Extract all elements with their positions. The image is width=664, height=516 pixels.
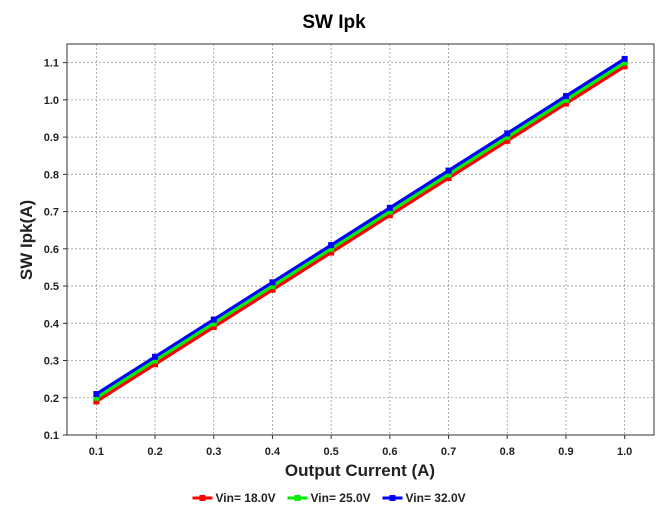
series-1-point [504,137,511,144]
y-tick-label: 0.2 [44,393,59,405]
series-3-point [621,55,628,62]
x-tick-label: 0.8 [500,446,515,458]
series-2-point [152,357,159,364]
series-2-point [504,134,511,141]
series-1-point [562,100,569,107]
x-tick-labels: 0.1 0.2 0.3 0.4 0.5 0.6 0.7 0.8 0.9 1.0 [89,446,633,458]
series-2-point [328,245,335,252]
series-line-2 [94,61,627,400]
legend-item-1: Vin= 18.0V [192,491,276,505]
x-tick-label: 0.2 [147,446,162,458]
y-tick-label: 0.5 [44,281,59,293]
series-layer [93,55,628,405]
y-tick-label: 0.8 [44,169,59,181]
series-1-point [210,324,217,331]
x-tick-label: 0.1 [89,446,104,458]
y-axis-label: SW Ipk(A) [17,200,36,280]
x-tick-label: 1.0 [617,446,632,458]
series-2-point [386,208,393,215]
series-1-point [328,249,335,256]
plot-area-frame [66,43,655,436]
series-3-point [152,353,159,360]
series-2-point [621,59,628,66]
series-3-point [328,242,335,249]
x-tick-label: 0.3 [206,446,221,458]
series-3-point [504,130,511,137]
series-2-point [445,171,452,178]
legend-swatch-marker [294,495,301,501]
legend: Vin= 18.0V Vin= 25.0V Vin= 32.0V [192,491,466,505]
series-3-point [93,391,100,398]
x-tick-label: 0.6 [382,446,397,458]
legend-label: Vin= 32.0V [406,491,466,505]
series-2-point [93,394,100,401]
x-tick-label: 0.5 [324,446,339,458]
y-tick-label: 0.7 [44,207,59,219]
legend-label: Vin= 18.0V [216,491,276,505]
series-2-point [269,283,276,290]
series-1-point [93,398,100,405]
series-3-point [386,204,393,211]
legend-swatch-marker [389,495,396,501]
series-3-point [210,316,217,323]
y-tick-label: 0.4 [44,318,60,330]
y-tick-label: 0.1 [44,430,59,442]
legend-label: Vin= 25.0V [311,491,371,505]
x-tick-label: 0.9 [558,446,573,458]
series-1-point [269,286,276,293]
y-tick-label: 1.1 [44,58,59,70]
series-1-point [152,361,159,368]
x-tick-label: 0.4 [265,446,281,458]
chart-title: SW Ipk [302,12,366,33]
y-tick-label: 0.3 [44,356,59,368]
series-1-point [445,175,452,182]
series-2-point [210,320,217,327]
y-tick-label: 0.6 [44,244,59,256]
legend-swatch-marker [199,495,206,501]
y-tick-label: 1.0 [44,95,59,107]
series-line-1 [94,64,627,404]
series-3-point [445,167,452,174]
y-tick-label: 0.9 [44,132,59,144]
series-1-point [386,212,393,219]
y-tick-labels: 0.1 0.2 0.3 0.4 0.5 0.6 0.7 0.8 0.9 1.0 1.1 [44,58,60,442]
series-3-point [562,93,569,100]
series-2-point [562,96,569,103]
series-1-point [621,63,628,70]
legend-item-3: Vin= 32.0V [382,491,466,505]
series-3-point [269,279,276,286]
x-tick-label: 0.7 [441,446,456,458]
x-axis-label: Output Current (A) [285,461,435,480]
legend-item-2: Vin= 25.0V [287,491,371,505]
series-line-3 [94,57,627,396]
